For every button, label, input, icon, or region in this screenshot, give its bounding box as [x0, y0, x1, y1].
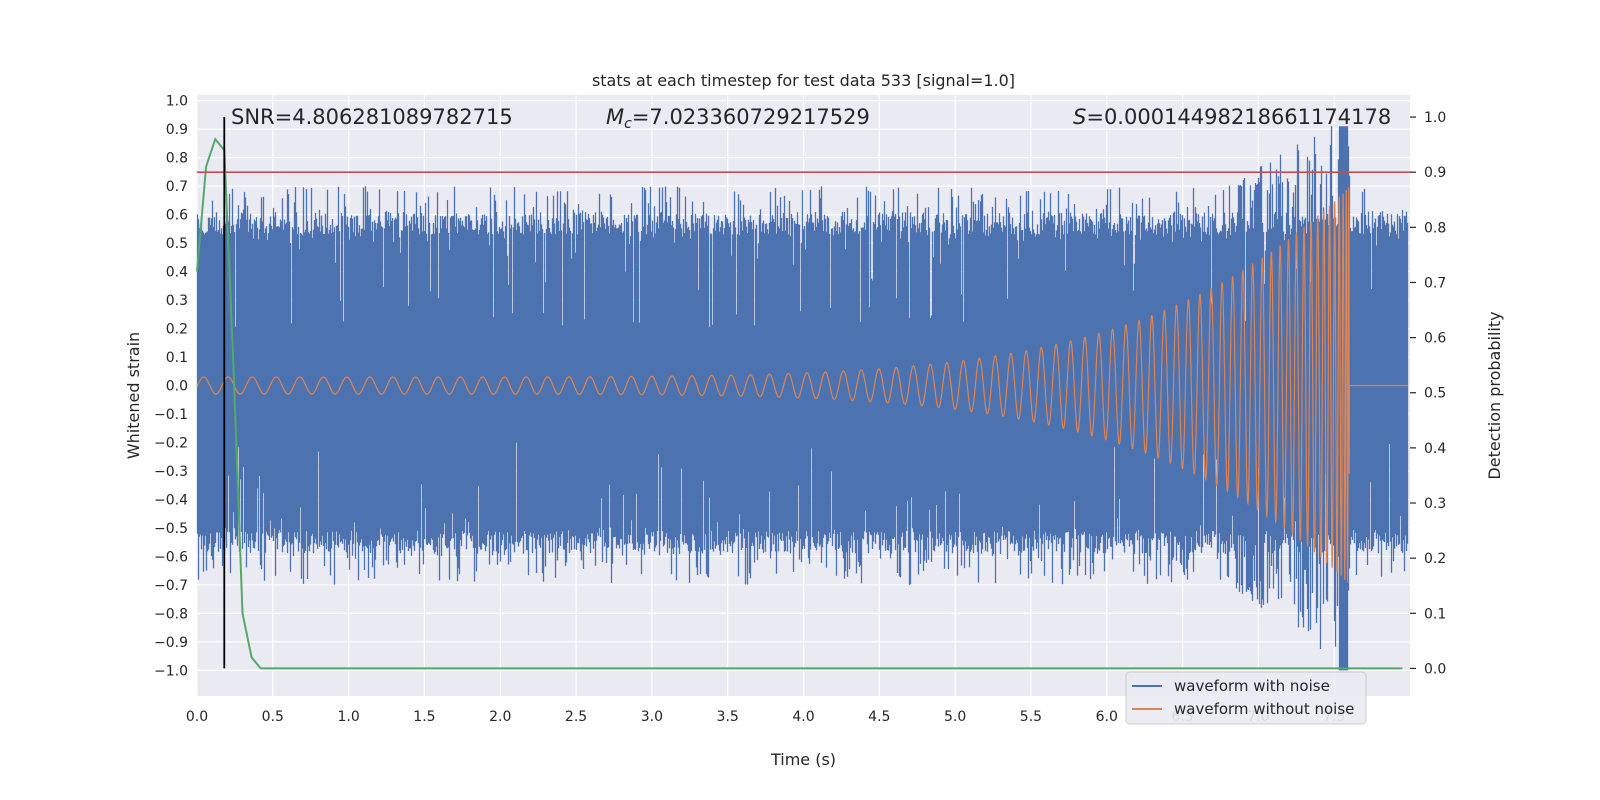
y-tick-label: −0.5: [154, 521, 188, 537]
x-tick-label: 3.5: [717, 709, 739, 725]
y-tick-label: 0.1: [166, 350, 188, 366]
overlays: [197, 117, 1410, 669]
y-tick-label: −0.9: [154, 635, 188, 651]
y-tick-label: 0.8: [166, 151, 188, 167]
series-detection-probability: [196, 137, 1403, 670]
y2-tick-label: 0.7: [1424, 275, 1446, 291]
y2-tick-label: 0.1: [1424, 606, 1446, 622]
y2-tick-label: 0.3: [1424, 496, 1446, 512]
x-tick-label: 6.0: [1096, 709, 1118, 725]
x-tick-label: 5.5: [1020, 709, 1042, 725]
x-axis-label: Time (s): [770, 750, 836, 769]
x-tick-label: 5.0: [944, 709, 966, 725]
mc-symbol: M: [606, 105, 624, 129]
legend-label-waveform-without-noise: waveform without noise: [1174, 700, 1354, 718]
series-waveform-without-noise: [196, 187, 1409, 583]
s-value: =0.00014498218661174178: [1086, 105, 1391, 129]
y-tick-label: −0.1: [154, 407, 188, 423]
x-tick-label: 2.5: [565, 709, 587, 725]
y2-tick-label: 0.2: [1424, 551, 1446, 567]
y2-tick-label: 0.0: [1424, 661, 1446, 677]
y2-tick-label: 0.4: [1424, 441, 1446, 457]
mc-subscript: c: [624, 116, 632, 132]
y-tick-label: 0.5: [166, 236, 188, 252]
x-tick-label: 4.0: [792, 709, 814, 725]
x-tick-label: 1.0: [337, 709, 359, 725]
y-tick-label: −0.7: [154, 578, 188, 594]
legend-label-waveform-with-noise: waveform with noise: [1174, 677, 1330, 695]
x-tick-label: 0.0: [186, 709, 208, 725]
y2-axis-label: Detection probability: [1485, 311, 1504, 479]
y-tick-label: −1.0: [154, 663, 188, 679]
y-tick-label: 0.4: [166, 265, 188, 281]
x-tick-label: 2.0: [489, 709, 511, 725]
x-tick-label: 1.5: [413, 709, 435, 725]
y-tick-label: 0.7: [166, 179, 188, 195]
y-tick-label: −0.8: [154, 606, 188, 622]
x-tick-label: 0.5: [262, 709, 284, 725]
probability-trace: [196, 137, 1403, 670]
snr-annotation: SNR=4.806281089782715: [231, 105, 513, 129]
y-tick-label: 0.6: [166, 208, 188, 224]
y2-tick-label: 1.0: [1424, 110, 1446, 126]
y-tick-label: 0.3: [166, 293, 188, 309]
y2-tick-label: 0.5: [1424, 386, 1446, 402]
y2-tick-label: 0.8: [1424, 220, 1446, 236]
signal-trace: [196, 187, 1409, 583]
mc-value: =7.023360729217529: [632, 105, 870, 129]
s-annotation: S=0.00014498218661174178: [1073, 105, 1391, 129]
x-tick-label: 4.5: [868, 709, 890, 725]
s-symbol: S: [1073, 105, 1086, 129]
y-tick-label: −0.3: [154, 464, 188, 480]
x-tick-label: 3.0: [641, 709, 663, 725]
y2-axis-ticks: 1.0 0.9 0.8 0.7 0.6 0.5 0.4 0.3 0.2 0.1 0.0: [1410, 110, 1446, 677]
y-tick-label: −0.6: [154, 549, 188, 565]
annotations: SNR=4.806281089782715 Mc=7.0233607292175…: [231, 105, 1391, 132]
y-tick-label: 0.0: [166, 379, 188, 395]
legend: waveform with noise waveform without noi…: [1125, 671, 1367, 725]
y-axis-label: Whitened strain: [124, 332, 143, 459]
y2-tick-label: 0.9: [1424, 165, 1446, 181]
y-axis-ticks: 1.0 0.9 0.8 0.7 0.6 0.5 0.4 0.3 0.2 0.1 0.0 −0.1 −0.…: [154, 94, 188, 680]
chirp-mass-annotation: Mc=7.023360729217529: [606, 105, 870, 132]
chart-title: stats at each timestep for test data 533…: [592, 71, 1015, 90]
y-tick-label: 1.0: [166, 94, 188, 110]
y2-tick-label: 0.6: [1424, 331, 1446, 347]
y-tick-label: −0.2: [154, 435, 188, 451]
y-tick-label: 0.2: [166, 322, 188, 338]
y-tick-label: 0.9: [166, 122, 188, 138]
legend-box: [1125, 671, 1367, 725]
y-tick-label: −0.4: [154, 492, 188, 508]
